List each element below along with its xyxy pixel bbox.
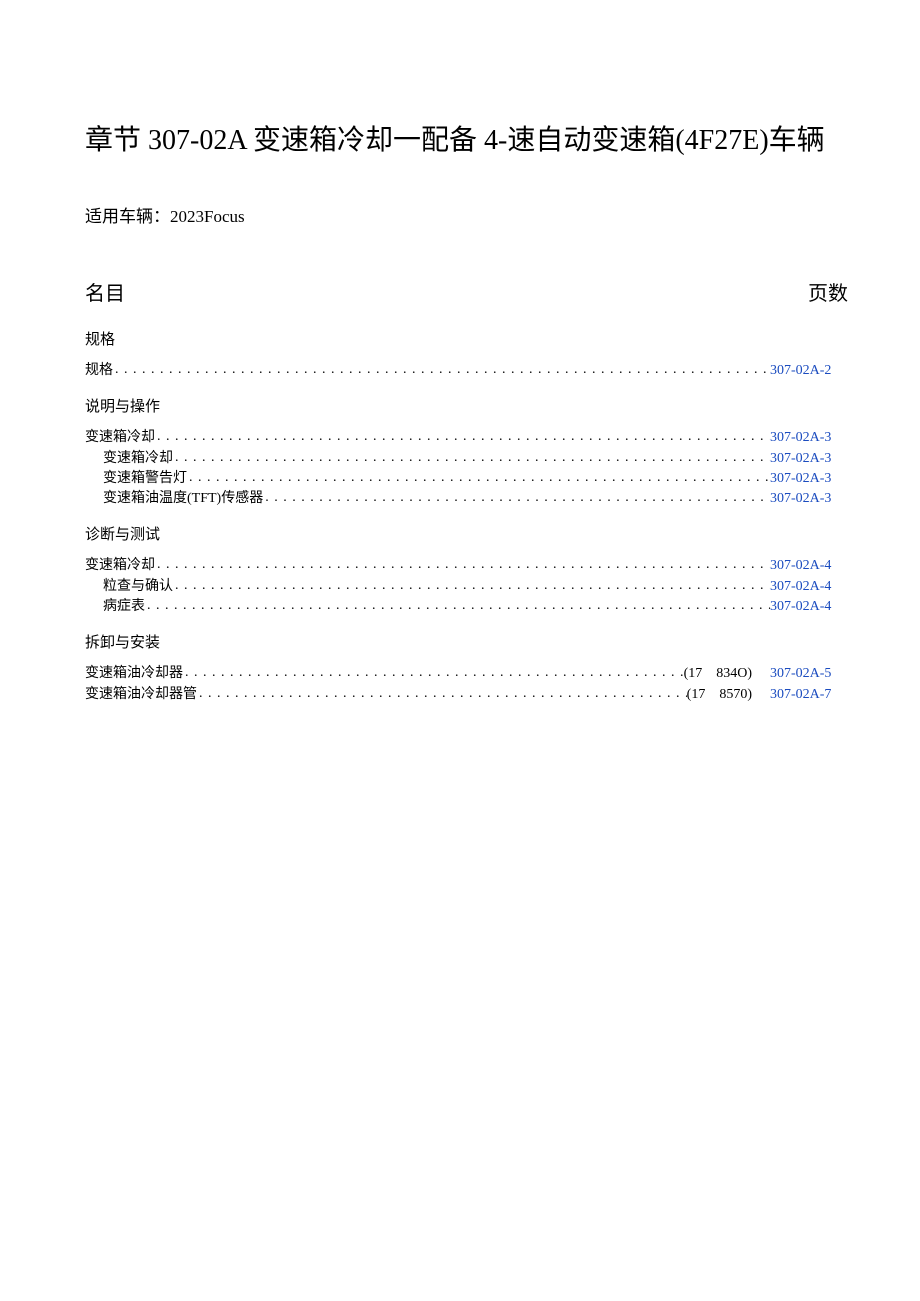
toc-row: 变速箱冷却 307-02A-3 bbox=[85, 428, 848, 448]
section-heading: 拆卸与安装 bbox=[85, 631, 848, 652]
toc-leader-dots bbox=[263, 488, 770, 508]
toc-row: 变速箱油冷却器 (17 834O)307-02A-5 bbox=[85, 664, 848, 684]
section-heading: 诊断与测试 bbox=[85, 523, 848, 544]
toc-leader-dots bbox=[197, 684, 687, 704]
toc-entry-page-link[interactable]: 307-02A-3 bbox=[770, 449, 848, 469]
toc-header-right: 页数 bbox=[808, 277, 848, 306]
toc-header: 名目 页数 bbox=[85, 277, 848, 306]
toc-leader-dots bbox=[183, 663, 684, 683]
toc-entry-page-link[interactable]: 307-02A-2 bbox=[770, 361, 848, 381]
toc-row: 变速箱冷却 307-02A-4 bbox=[85, 556, 848, 576]
toc-leader-dots bbox=[145, 596, 770, 616]
toc-entry-label: 变速箱冷却 bbox=[85, 556, 155, 576]
toc-group: 变速箱冷却 307-02A-4 粒查与确认 307-02A-4 病症表 307-02A-4 bbox=[85, 556, 848, 617]
toc-leader-dots bbox=[155, 427, 770, 447]
toc-entry-label: 变速箱油温度(TFT)传感器 bbox=[85, 489, 263, 509]
toc-group: 变速箱冷却 307-02A-3 变速箱冷却 307-02A-3 变速箱警告灯 307-02… bbox=[85, 428, 848, 509]
toc-entry-page-link[interactable]: 307-02A-4 bbox=[770, 597, 848, 617]
toc-entry-page-link[interactable]: 307-02A-4 bbox=[770, 577, 848, 597]
toc-entry-label: 规格 bbox=[85, 361, 113, 381]
section-heading: 说明与操作 bbox=[85, 395, 848, 416]
toc-row: 粒查与确认 307-02A-4 bbox=[85, 577, 848, 597]
toc-row: 变速箱冷却 307-02A-3 bbox=[85, 449, 848, 469]
toc-entry-label: 粒查与确认 bbox=[85, 577, 173, 597]
toc-entry-label: 变速箱油冷却器管 bbox=[85, 685, 197, 705]
toc-row: 变速箱警告灯 307-02A-3 bbox=[85, 469, 848, 489]
toc-entry-page-link[interactable]: 307-02A-7 bbox=[770, 685, 848, 705]
toc-leader-dots bbox=[173, 448, 770, 468]
toc-leader-dots bbox=[173, 576, 770, 596]
toc-row: 规格 307-02A-2 bbox=[85, 361, 848, 381]
toc-row: 变速箱油冷却器管 (17 8570)307-02A-7 bbox=[85, 685, 848, 705]
toc-row: 变速箱油温度(TFT)传感器 307-02A-3 bbox=[85, 489, 848, 509]
toc-entry-page-link[interactable]: 307-02A-3 bbox=[770, 469, 848, 489]
toc-group: 规格 307-02A-2 bbox=[85, 361, 848, 381]
toc-leader-dots bbox=[155, 555, 770, 575]
toc-leader-dots bbox=[113, 360, 770, 380]
toc-group: 变速箱油冷却器 (17 834O)307-02A-5 变速箱油冷却器管 (17 857… bbox=[85, 664, 848, 705]
toc-entry-label: 病症表 bbox=[85, 597, 145, 617]
toc-entry-label: 变速箱冷却 bbox=[85, 428, 155, 448]
toc-entry-page-link[interactable]: 307-02A-5 bbox=[770, 664, 848, 684]
toc-entry-page-link[interactable]: 307-02A-4 bbox=[770, 556, 848, 576]
toc-entry-page-link[interactable]: 307-02A-3 bbox=[770, 489, 848, 509]
toc-entry-label: 变速箱油冷却器 bbox=[85, 664, 183, 684]
toc-entry-label: 变速箱警告灯 bbox=[85, 469, 187, 489]
page-title: 章节 307-02A 变速箱冷却一配备 4-速自动变速箱(4F27E)车辆 bbox=[85, 120, 848, 162]
toc-leader-dots bbox=[187, 468, 770, 488]
section-heading: 规格 bbox=[85, 328, 848, 349]
toc-row: 病症表 307-02A-4 bbox=[85, 597, 848, 617]
subtitle: 适用车辆：2023Focus bbox=[85, 202, 848, 227]
toc-header-left: 名目 bbox=[85, 277, 125, 306]
toc-entry-page-link[interactable]: 307-02A-3 bbox=[770, 428, 848, 448]
toc-entry-code: (17 834O) bbox=[684, 664, 770, 684]
toc-container: 规格规格307-02A-2说明与操作变速箱冷却307-02A-3变速箱冷却307… bbox=[85, 328, 848, 705]
toc-entry-code: (17 8570) bbox=[687, 685, 770, 705]
toc-entry-label: 变速箱冷却 bbox=[85, 449, 173, 469]
